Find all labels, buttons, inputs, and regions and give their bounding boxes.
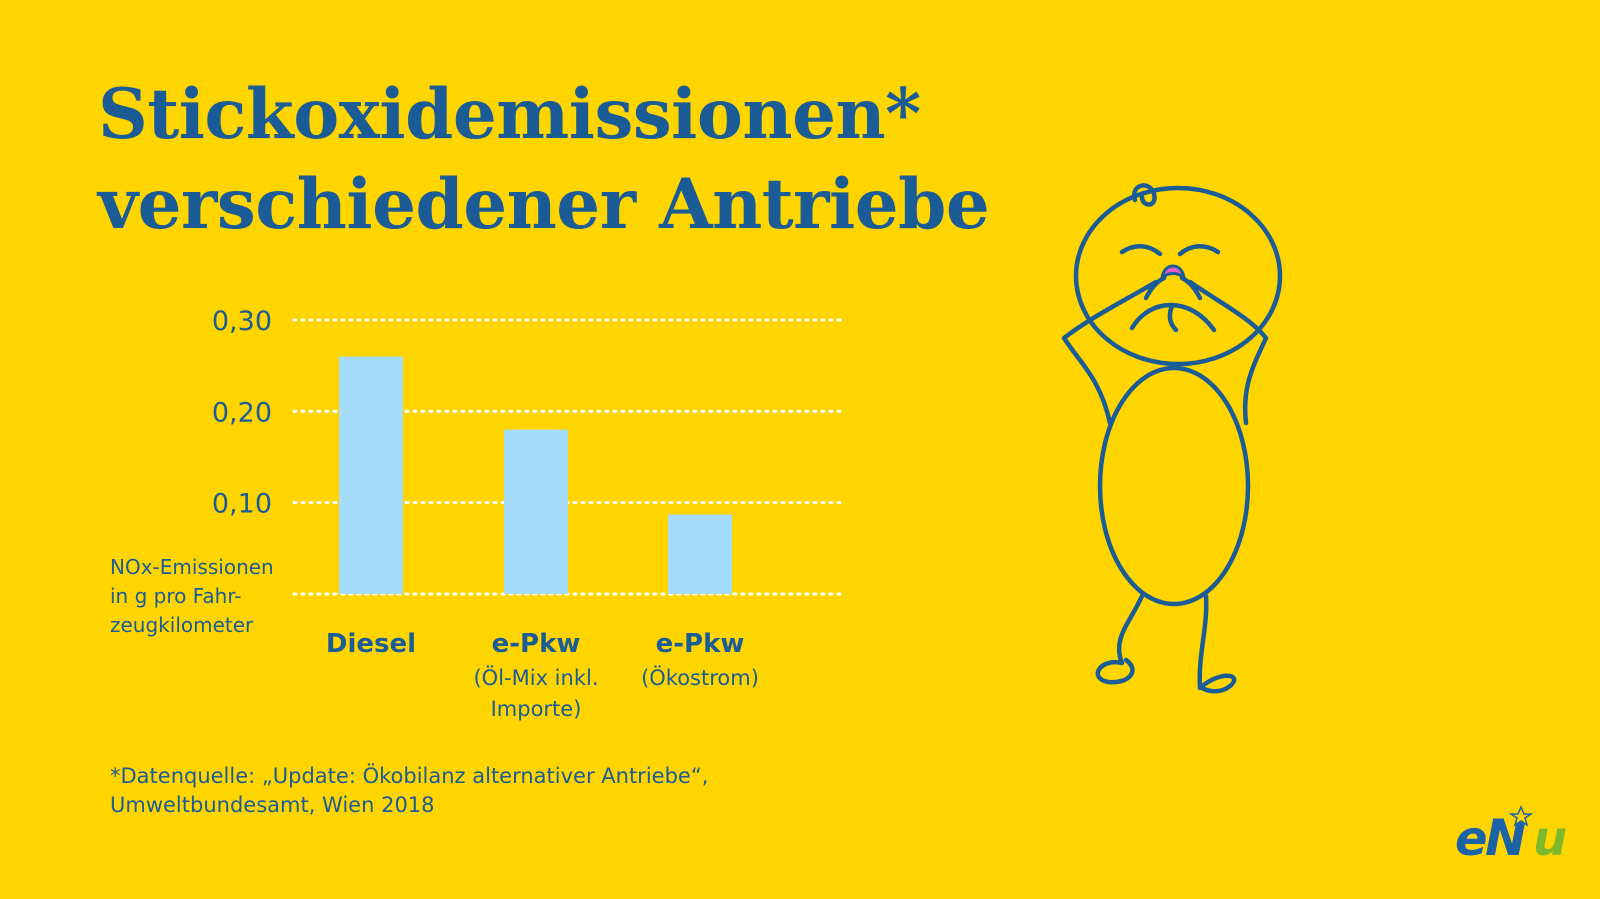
bar-2 [668, 514, 732, 594]
figure-left-leg [1095, 593, 1145, 685]
figure-chin [1167, 303, 1179, 333]
category-label-2: e-Pkw [656, 629, 745, 659]
y-axis-label-line-2: in g pro Fahr- [110, 584, 242, 608]
category-label-1: e-Pkw [492, 629, 581, 659]
category-sublabel-1-0: (Öl-Mix inkl. [473, 665, 598, 690]
figure-left-arm [1061, 279, 1159, 426]
category-sublabel-2-0: (Ökostrom) [641, 665, 759, 690]
y-axis-label-line-3: zeugkilometer [110, 613, 254, 637]
source-note: *Datenquelle: „Update: Ökobilanz alterna… [110, 762, 708, 820]
source-line-1: *Datenquelle: „Update: Ökobilanz alterna… [110, 764, 709, 788]
enu-logo: e N u [1455, 805, 1567, 863]
bar-chart: 0,30 0,20 0,10 Diesel e-Pkw (Öl-Mix inkl. Impo… [212, 306, 844, 721]
figure-nose [1159, 264, 1187, 283]
logo-star-icon [1508, 805, 1534, 827]
logo-letter-u: u [1533, 811, 1567, 863]
disgusted-stick-figure-holding-nose-icon [1061, 183, 1283, 694]
bar-1 [504, 429, 568, 594]
y-tick-label-0: 0,30 [212, 306, 272, 337]
figure-head [1073, 185, 1283, 367]
figure-body [1097, 365, 1251, 607]
figure-right-leg [1197, 593, 1237, 694]
figure-hair-curl [1131, 183, 1157, 207]
figure-left-eye [1119, 244, 1163, 257]
category-sublabel-1-1: Importe) [491, 697, 582, 721]
bar-0 [339, 356, 403, 594]
source-line-2: Umweltbundesamt, Wien 2018 [110, 793, 435, 817]
figure-right-arm [1187, 279, 1269, 426]
category-label-0: Diesel [326, 629, 416, 659]
y-tick-label-1: 0,20 [212, 397, 272, 428]
title-line-1: Stickoxidemissionen* [98, 74, 921, 155]
logo-letter-e: e [1455, 811, 1488, 863]
figure-right-eye [1177, 244, 1221, 257]
y-tick-label-2: 0,10 [212, 489, 272, 520]
y-axis-label-line-1: NOx-Emissionen [110, 555, 274, 579]
y-axis-label: NOx-Emissionen in g pro Fahr- zeugkilome… [110, 553, 274, 640]
page-title: Stickoxidemissionen* verschiedener Antri… [98, 70, 990, 250]
title-line-2: verschiedener Antriebe [98, 164, 990, 245]
